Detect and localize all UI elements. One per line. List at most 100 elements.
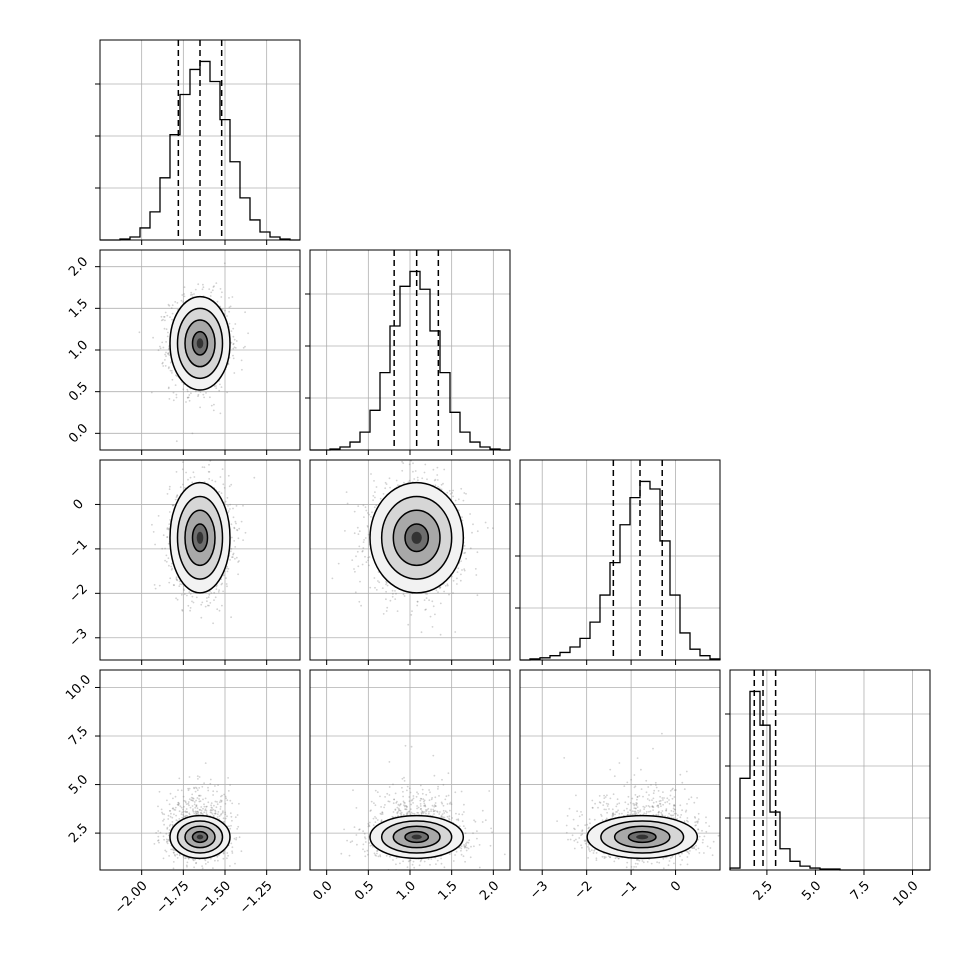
scatter-point [175,597,178,600]
scatter-point [399,803,402,806]
scatter-point [486,527,489,529]
scatter-point [384,481,387,484]
scatter-point [659,802,661,805]
scatter-point [412,797,415,800]
scatter-point [426,478,428,481]
scatter-point [164,319,166,322]
scatter-point [627,803,630,806]
scatter-point [449,493,452,495]
scatter-point [576,841,579,844]
scatter-point [210,404,213,407]
scatter-point [226,315,228,317]
scatter-point [662,791,664,793]
scatter-point [651,805,654,808]
scatter-point [176,494,179,496]
scatter-point [679,863,682,866]
scatter-point [443,590,445,593]
scatter-point [209,857,212,860]
scatter-point [655,786,658,789]
contour-line [191,330,209,356]
scatter-point [345,491,348,493]
scatter-point [240,359,243,362]
scatter-point [653,789,656,792]
scatter-point [433,805,436,808]
scatter-point [648,806,651,808]
contour-line [169,481,231,594]
scatter-point [247,332,250,335]
scatter-point [221,468,224,470]
scatter-point [170,568,173,571]
scatter-point [427,812,430,815]
scatter-point [364,506,367,509]
scatter-point [364,837,367,840]
scatter-point [389,599,392,602]
scatter-point [430,858,433,860]
scatter-point [406,812,409,815]
contour-line [184,319,216,368]
scatter-point [463,844,465,846]
scatter-point [457,819,460,822]
scatter-point [177,802,180,804]
scatter-point [173,813,175,816]
scatter-point [369,844,372,847]
scatter-point [194,390,197,393]
scatter-point [172,807,175,810]
scatter-point [159,347,162,350]
scatter-point [195,787,198,790]
scatter-point [374,586,376,589]
scatter-point [180,813,183,816]
scatter-point [227,474,230,477]
scatter-point [379,795,381,798]
scatter-point [234,816,237,819]
scatter-point [364,537,367,539]
scatter-point [219,412,222,415]
scatter-point [705,821,707,824]
scatter-point [170,848,173,851]
scatter-point [405,805,408,807]
scatter-point [219,808,222,810]
scatter-point [402,790,404,793]
scatter-point [613,775,616,778]
scatter-point [605,808,607,811]
scatter-point [616,803,619,806]
scatter-point [157,835,160,838]
scatter-point [152,531,155,533]
scatter-point [603,794,605,797]
scatter-point [419,797,422,800]
scatter-point [635,812,638,815]
scatter-point [197,393,200,396]
scatter-point [645,811,648,813]
scatter-point [203,811,206,814]
scatter-point [365,509,368,512]
scatter-point [593,818,596,821]
scatter-point [580,834,582,836]
scatter-point [428,799,431,802]
scatter-point [411,798,414,801]
scatter-point [589,850,591,853]
scatter-point [491,831,493,834]
scatter-point [595,852,598,854]
scatter-point [616,798,619,801]
scatter-point [190,291,193,294]
scatter-point [172,849,175,852]
scatter-point [167,528,170,531]
scatter-point [588,847,590,850]
contour-line [184,825,216,849]
scatter-point [192,471,195,474]
scatter-point [181,583,183,586]
scatter-point [442,804,445,807]
scatter-point [706,845,709,848]
scatter-point [168,347,170,350]
scatter-point [460,845,463,848]
scatter-point [637,809,639,812]
scatter-point [216,300,219,303]
scatter-point [655,813,658,816]
scatter-point [163,316,165,318]
scatter-point [373,852,376,855]
scatter-point [603,857,606,859]
scatter-point [164,311,167,314]
scatter-point [650,784,652,786]
scatter-point [206,813,208,816]
scatter-point [379,497,382,500]
scatter-point [421,477,424,480]
